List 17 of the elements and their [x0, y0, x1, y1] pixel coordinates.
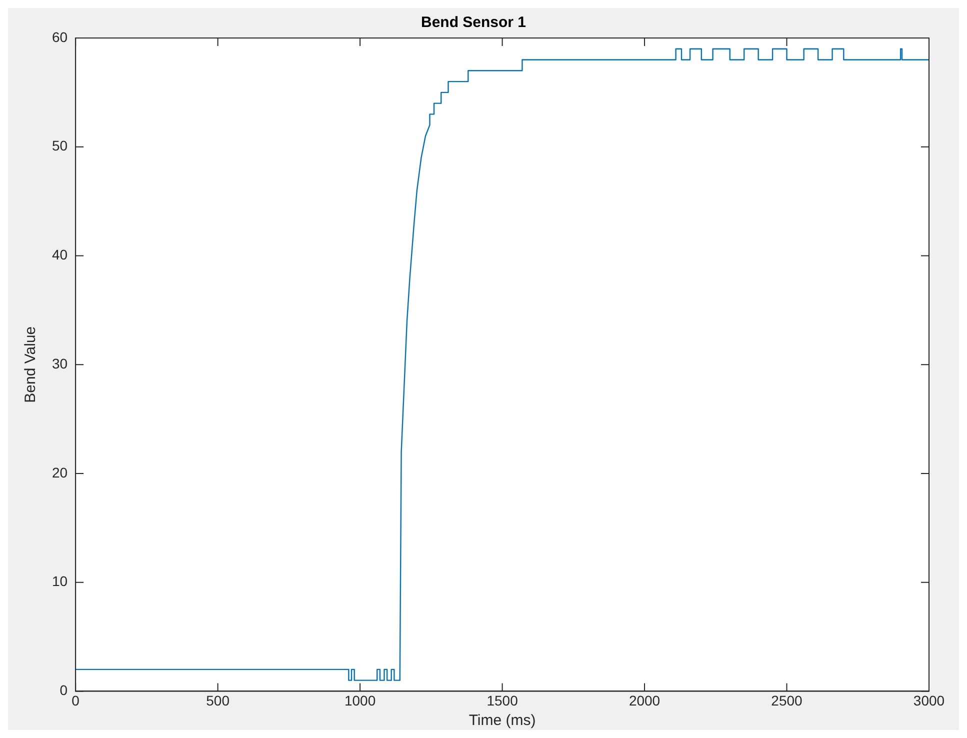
x-tick-label: 0: [72, 692, 80, 708]
y-tick-label: 40: [52, 246, 68, 263]
x-tick-label: 2000: [628, 692, 660, 708]
x-tick-label: 500: [206, 692, 230, 708]
y-tick-label: 10: [52, 573, 68, 590]
x-tick-label: 1000: [344, 692, 376, 708]
y-tick-label: 0: [60, 682, 68, 698]
chart-title: Bend Sensor 1: [420, 14, 526, 32]
y-tick-label: 30: [52, 355, 68, 372]
x-tick-label: 3000: [913, 692, 945, 708]
y-tick-label: 20: [52, 464, 68, 480]
x-tick-label: 1500: [486, 692, 518, 708]
y-axis-title: Bend Value: [22, 326, 40, 403]
x-axis-title: Time (ms): [468, 712, 536, 730]
y-tick-label: 50: [52, 138, 68, 154]
y-tick-label: 60: [52, 28, 68, 45]
x-tick-label: 2500: [771, 692, 803, 708]
